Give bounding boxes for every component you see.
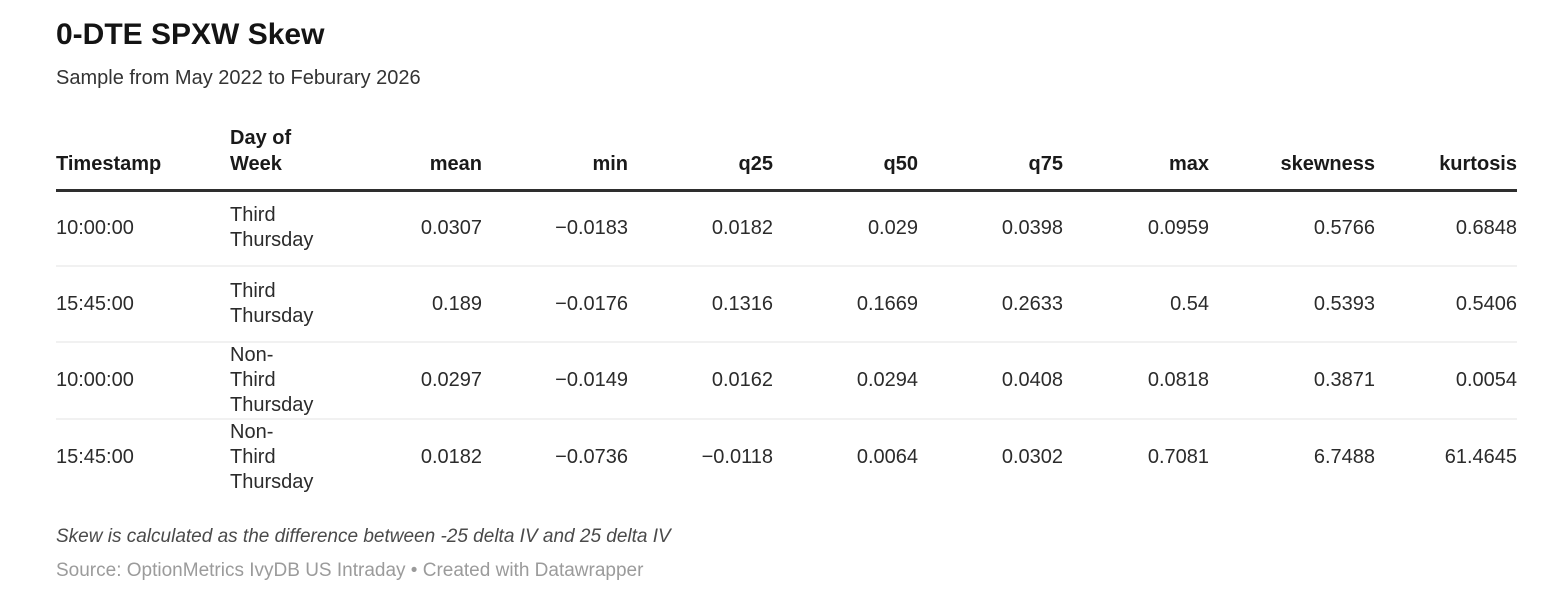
cell-day-of-week-label: Third Thursday — [230, 204, 314, 252]
table-header-row: Timestamp Day of Week mean min q25 q50 q… — [56, 125, 1517, 191]
column-header-skewness: skewness — [1280, 152, 1375, 175]
cell-skewness: 0.3871 — [1313, 369, 1375, 391]
table-row: 15:45:00 Third Thursday 0.189 −0.0176 0.… — [56, 266, 1517, 342]
cell-min: −0.0183 — [555, 216, 628, 239]
cell-day-of-week: Non-Third Thursday — [230, 342, 360, 419]
cell-min: −0.0176 — [555, 292, 628, 315]
cell-q50: 0.0294 — [856, 369, 918, 391]
cell-q75: 0.0302 — [1001, 446, 1063, 468]
page-subtitle: Sample from May 2022 to Feburary 2026 — [56, 66, 421, 89]
cell-timestamp: 15:45:00 — [56, 446, 134, 468]
cell-max: 0.0818 — [1147, 369, 1209, 391]
cell-timestamp: 15:45:00 — [56, 292, 134, 315]
table-row: 15:45:00 Non-Third Thursday 0.0182 −0.07… — [56, 419, 1517, 495]
table-body: 10:00:00 Third Thursday 0.0307 −0.0183 0… — [56, 190, 1517, 495]
cell-kurtosis: 0.5406 — [1455, 292, 1517, 315]
cell-max: 0.7081 — [1147, 446, 1209, 468]
cell-day-of-week-label: Third Thursday — [230, 280, 314, 327]
cell-q75: 0.0398 — [1001, 216, 1063, 239]
column-header-max: max — [1168, 152, 1209, 175]
cell-mean: 0.0182 — [420, 446, 482, 468]
cell-mean: 0.189 — [431, 292, 482, 315]
table-row: 10:00:00 Third Thursday 0.0307 −0.0183 0… — [56, 190, 1517, 266]
column-header-q25: q25 — [738, 152, 773, 175]
cell-min: −0.0736 — [555, 446, 628, 468]
cell-day-of-week-label: Non-Third Thursday — [230, 421, 314, 493]
cell-q25: −0.0118 — [701, 446, 773, 468]
column-header-q50: q50 — [883, 152, 918, 175]
cell-kurtosis: 61.4645 — [1444, 446, 1517, 468]
cell-timestamp: 10:00:00 — [56, 216, 134, 239]
page-title: 0-DTE SPXW Skew — [56, 18, 325, 51]
cell-skewness: 0.5766 — [1313, 216, 1375, 239]
cell-max: 0.0959 — [1147, 216, 1209, 239]
cell-kurtosis: 0.6848 — [1455, 216, 1517, 239]
methodology-note: Skew is calculated as the difference bet… — [56, 526, 671, 547]
cell-day-of-week-label: Non-Third Thursday — [230, 344, 314, 416]
cell-skewness: 6.7488 — [1313, 446, 1375, 468]
cell-q50: 0.0064 — [856, 446, 918, 468]
table-header: Timestamp Day of Week mean min q25 q50 q… — [56, 125, 1517, 191]
cell-q75: 0.0408 — [1001, 369, 1063, 391]
cell-timestamp: 10:00:00 — [56, 369, 134, 391]
column-header-timestamp: Timestamp — [56, 152, 162, 175]
column-header-min: min — [592, 152, 628, 175]
cell-q50: 0.1669 — [856, 292, 918, 315]
cell-mean: 0.0297 — [420, 369, 482, 391]
cell-max: 0.54 — [1170, 292, 1209, 315]
cell-kurtosis: 0.0054 — [1455, 369, 1517, 391]
cell-mean: 0.0307 — [420, 216, 482, 239]
cell-min: −0.0149 — [555, 369, 628, 391]
column-header-mean: mean — [429, 152, 482, 175]
cell-day-of-week: Third Thursday — [230, 266, 360, 342]
column-header-kurtosis: kurtosis — [1439, 152, 1517, 175]
cell-day-of-week: Non-Third Thursday — [230, 419, 360, 495]
column-header-q75: q75 — [1028, 152, 1063, 175]
table-row: 10:00:00 Non-Third Thursday 0.0297 −0.01… — [56, 342, 1517, 419]
cell-q25: 0.0182 — [711, 216, 773, 239]
cell-q75: 0.2633 — [1001, 292, 1063, 315]
source-attribution: Source: OptionMetrics IvyDB US Intraday … — [56, 559, 644, 581]
cell-day-of-week: Third Thursday — [230, 190, 360, 266]
column-header-day-of-week-label: Day of Week — [230, 126, 292, 175]
cell-skewness: 0.5393 — [1313, 292, 1375, 315]
cell-q25: 0.0162 — [711, 369, 773, 391]
stats-table: Timestamp Day of Week mean min q25 q50 q… — [56, 125, 1517, 496]
column-header-day-of-week: Day of Week — [230, 125, 360, 191]
cell-q25: 0.1316 — [711, 292, 773, 315]
cell-q50: 0.029 — [867, 216, 918, 239]
